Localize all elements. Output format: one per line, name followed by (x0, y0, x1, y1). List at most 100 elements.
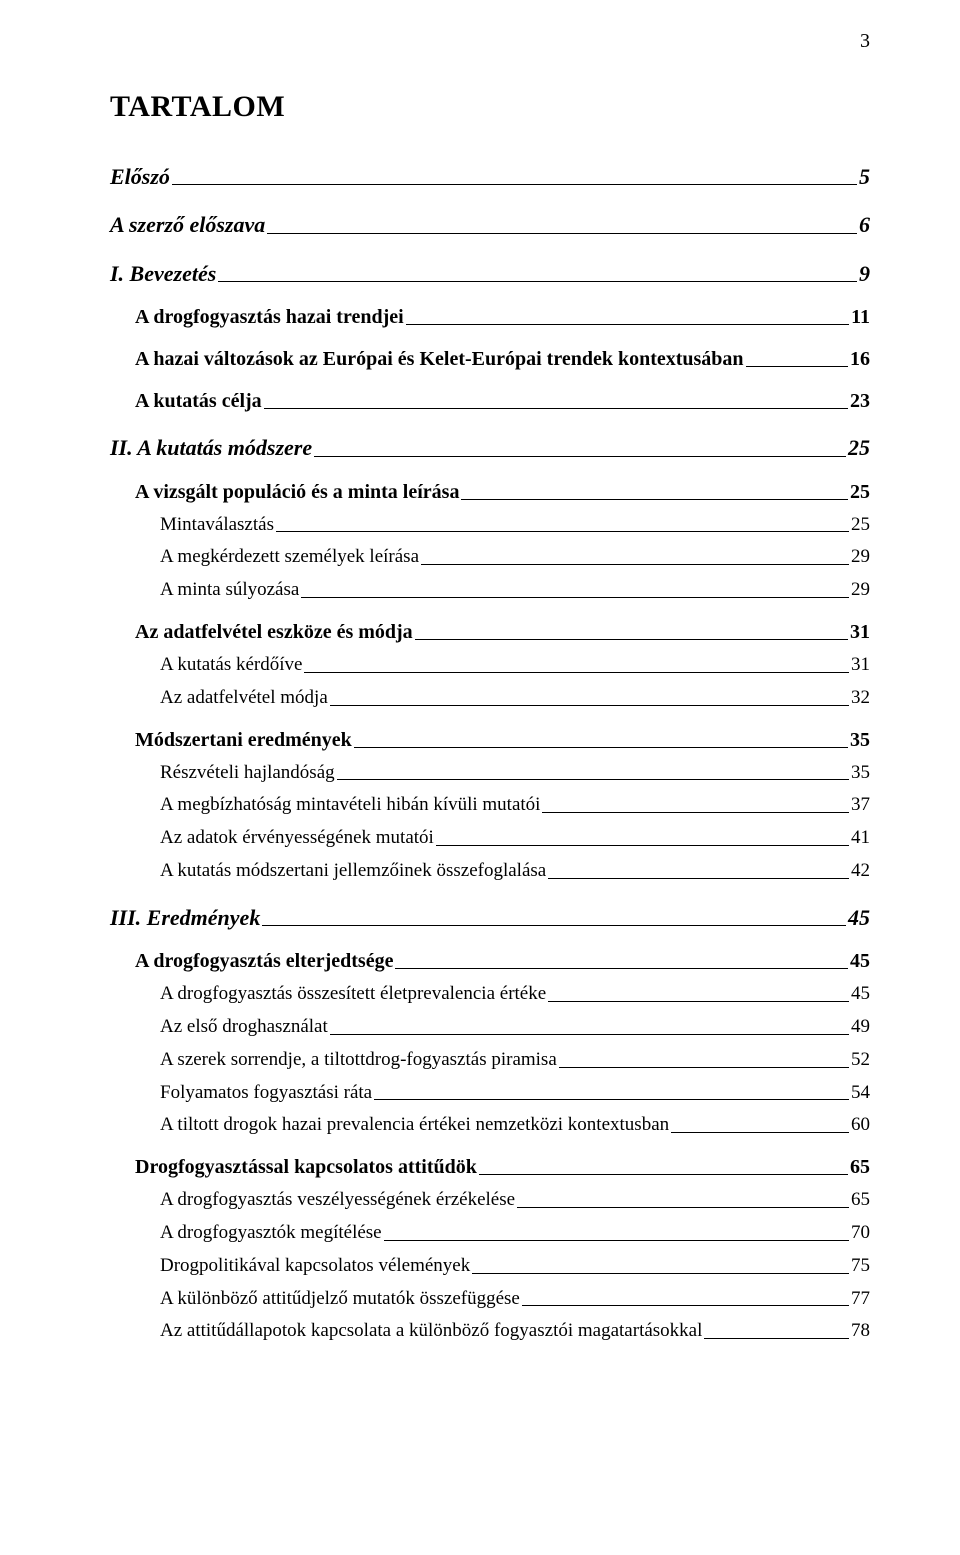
toc-entry-label: Az adatfelvétel eszköze és módja (135, 620, 413, 644)
toc-entry-page: 54 (851, 1082, 870, 1105)
toc-entry-label: A kutatás célja (135, 389, 262, 413)
toc-leader-line (395, 968, 848, 969)
toc-entry-page: 35 (850, 728, 870, 752)
toc-entry-label: A drogfogyasztók megítélése (160, 1222, 382, 1245)
toc-leader-line (522, 1305, 849, 1306)
toc-entry-label: Folyamatos fogyasztási ráta (160, 1082, 372, 1105)
toc-entry: A drogfogyasztás veszélyességének érzéke… (160, 1189, 870, 1212)
toc-entry-page: 75 (851, 1255, 870, 1278)
toc-entry: Az adatfelvétel eszköze és módja 31 (135, 620, 870, 644)
toc-leader-line (406, 324, 849, 325)
toc-entry: Drogfogyasztással kapcsolatos attitűdök6… (135, 1155, 870, 1179)
toc-entry-label: A tiltott drogok hazai prevalencia érték… (160, 1114, 669, 1137)
toc-entry: Mintaválasztás 25 (160, 514, 870, 537)
toc-entry-label: A megbízhatóság mintavételi hibán kívüli… (160, 794, 540, 817)
toc-entry: Az első droghasználat 49 (160, 1016, 870, 1039)
table-of-contents: Előszó 5 A szerző előszava6 I. Bevezetés9 A … (110, 164, 870, 1343)
toc-entry: Az adatok érvényességének mutatói 41 (160, 827, 870, 850)
toc-entry: A megkérdezett személyek leírása 29 (160, 546, 870, 569)
toc-entry-page: 70 (851, 1222, 870, 1245)
toc-entry-page: 52 (851, 1049, 870, 1072)
toc-entry: A szerek sorrendje, a tiltottdrog-fogyas… (160, 1049, 870, 1072)
toc-entry-page: 60 (851, 1114, 870, 1137)
toc-leader-line (542, 812, 849, 813)
toc-leader-line (704, 1338, 849, 1339)
page: 3 TARTALOM Előszó 5 A szerző előszava6 I. B… (0, 0, 960, 1555)
toc-entry-page: 25 (850, 480, 870, 504)
toc-entry: Folyamatos fogyasztási ráta 54 (160, 1082, 870, 1105)
toc-leader-line (262, 925, 846, 926)
toc-entry: Az adatfelvétel módja32 (160, 687, 870, 710)
toc-entry-label: Az adatok érvényességének mutatói (160, 827, 434, 850)
toc-leader-line (172, 184, 857, 185)
toc-entry: A kutatás kérdőíve 31 (160, 654, 870, 677)
toc-entry-label: A drogfogyasztás hazai trendjei (135, 305, 404, 329)
toc-entry-label: Mintaválasztás (160, 514, 274, 537)
toc-entry-page: 6 (859, 212, 870, 238)
toc-entry: I. Bevezetés9 (110, 261, 870, 287)
toc-entry-label: A megkérdezett személyek leírása (160, 546, 419, 569)
toc-leader-line (517, 1207, 849, 1208)
toc-entry-label: Előszó (110, 164, 170, 190)
toc-entry-label: A drogfogyasztás elterjedtsége (135, 949, 393, 973)
toc-entry-page: 42 (851, 860, 870, 883)
toc-entry: A kutatás célja 23 (135, 389, 870, 413)
toc-entry-page: 49 (851, 1016, 870, 1039)
toc-entry-page: 41 (851, 827, 870, 850)
toc-entry: Drogpolitikával kapcsolatos vélemények75 (160, 1255, 870, 1278)
toc-leader-line (559, 1067, 849, 1068)
toc-entry-label: Az első droghasználat (160, 1016, 328, 1039)
toc-leader-line (415, 639, 848, 640)
toc-entry-page: 16 (850, 347, 870, 371)
toc-entry: A hazai változások az Európai és Kelet-E… (135, 347, 870, 371)
toc-entry-page: 29 (851, 546, 870, 569)
toc-entry-page: 65 (851, 1189, 870, 1212)
toc-entry-page: 5 (859, 164, 870, 190)
toc-entry-page: 25 (851, 514, 870, 537)
toc-leader-line (276, 531, 849, 532)
toc-entry: A minta súlyozása29 (160, 579, 870, 602)
toc-entry-label: A drogfogyasztás összesített életprevale… (160, 983, 546, 1006)
toc-entry: Az attitűdállapotok kapcsolata a különbö… (160, 1320, 870, 1343)
toc-entry-label: A minta súlyozása (160, 579, 299, 602)
toc-leader-line (330, 1034, 849, 1035)
toc-entry-page: 37 (851, 794, 870, 817)
toc-entry-label: Részvételi hajlandóság (160, 762, 335, 785)
toc-leader-line (354, 747, 848, 748)
toc-entry: A drogfogyasztók megítélése 70 (160, 1222, 870, 1245)
toc-entry: III. Eredmények45 (110, 905, 870, 931)
toc-entry-label: A drogfogyasztás veszélyességének érzéke… (160, 1189, 515, 1212)
toc-entry-page: 77 (851, 1288, 870, 1311)
toc-entry-page: 45 (848, 905, 870, 931)
toc-entry-label: I. Bevezetés (110, 261, 216, 287)
toc-leader-line (218, 281, 857, 282)
page-number: 3 (860, 30, 870, 53)
toc-leader-line (746, 366, 848, 367)
toc-entry-page: 31 (851, 654, 870, 677)
toc-entry-label: A kutatás kérdőíve (160, 654, 302, 677)
toc-entry-page: 45 (850, 949, 870, 973)
toc-entry: A drogfogyasztás összesített életprevale… (160, 983, 870, 1006)
toc-entry: A szerző előszava6 (110, 212, 870, 238)
toc-entry-label: A vizsgált populáció és a minta leírása (135, 480, 459, 504)
toc-leader-line (374, 1099, 849, 1100)
toc-entry-label: Az attitűdállapotok kapcsolata a különbö… (160, 1320, 702, 1343)
toc-entry-page: 32 (851, 687, 870, 710)
toc-leader-line (461, 499, 848, 500)
toc-title: TARTALOM (110, 90, 870, 124)
toc-leader-line (304, 672, 849, 673)
toc-entry: A megbízhatóság mintavételi hibán kívüli… (160, 794, 870, 817)
toc-entry-page: 35 (851, 762, 870, 785)
toc-entry-label: Drogfogyasztással kapcsolatos attitűdök (135, 1155, 477, 1179)
toc-entry: Részvételi hajlandóság 35 (160, 762, 870, 785)
toc-entry-page: 23 (850, 389, 870, 413)
toc-entry-page: 45 (851, 983, 870, 1006)
toc-leader-line (671, 1132, 849, 1133)
toc-leader-line (330, 705, 849, 706)
toc-entry: Előszó 5 (110, 164, 870, 190)
toc-leader-line (267, 233, 857, 234)
toc-leader-line (548, 1001, 849, 1002)
toc-leader-line (337, 779, 849, 780)
toc-entry-page: 31 (850, 620, 870, 644)
toc-leader-line (314, 456, 846, 457)
